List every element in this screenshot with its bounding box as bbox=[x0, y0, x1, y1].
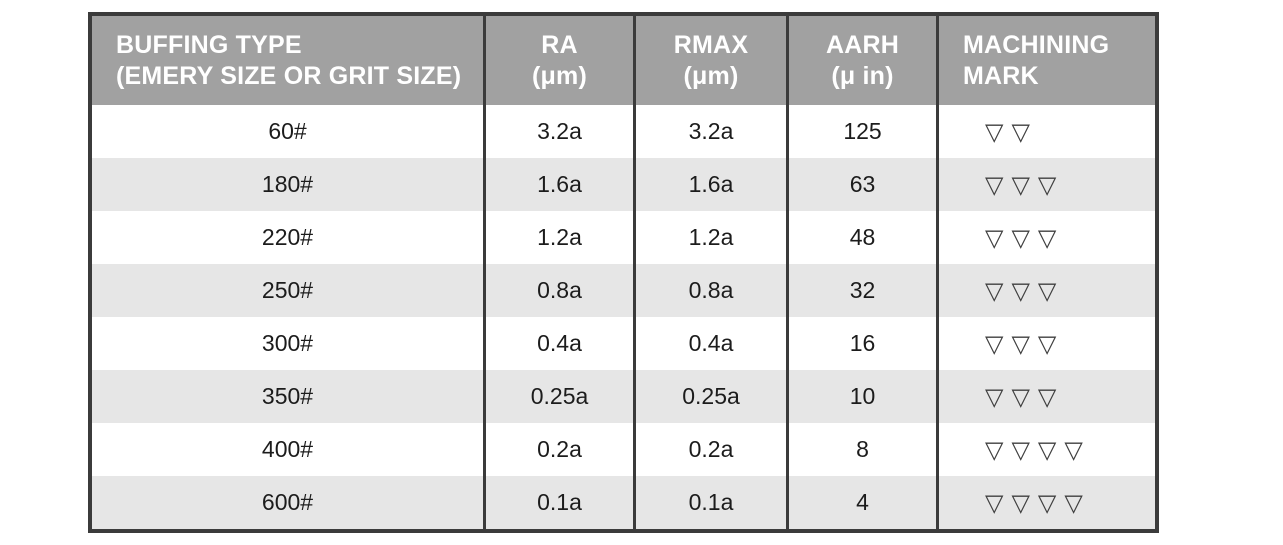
rmax-cell: 3.2a bbox=[633, 105, 786, 158]
machining-mark-triangles: ▽▽ bbox=[985, 117, 1038, 146]
ra-cell: 3.2a bbox=[483, 105, 633, 158]
rmax-value: 0.2a bbox=[688, 436, 734, 462]
machining-mark-triangles: ▽▽▽▽ bbox=[985, 488, 1091, 517]
aarh-cell: 8 bbox=[786, 423, 936, 476]
column-header-aarh: AARH (μ in) bbox=[786, 16, 936, 105]
ra-value: 3.2a bbox=[537, 118, 582, 144]
rmax-cell: 0.1a bbox=[633, 476, 786, 529]
rmax-value: 0.25a bbox=[682, 383, 740, 409]
header-line: (μm) bbox=[683, 61, 739, 90]
machining-mark-cell: ▽▽ bbox=[936, 105, 1155, 158]
buffing-type-value: 600# bbox=[261, 489, 314, 515]
ra-value: 0.2a bbox=[537, 436, 582, 462]
aarh-value: 32 bbox=[849, 277, 876, 303]
column-header-machining-mark: MACHINING MARK bbox=[936, 16, 1155, 105]
aarh-value: 48 bbox=[849, 224, 876, 250]
header-line: RA bbox=[541, 30, 578, 59]
column-header-ra: RA (μm) bbox=[483, 16, 633, 105]
machining-mark-triangles: ▽▽▽▽ bbox=[985, 435, 1091, 464]
rmax-value: 1.6a bbox=[688, 171, 734, 197]
rmax-cell: 0.8a bbox=[633, 264, 786, 317]
aarh-value: 8 bbox=[856, 436, 869, 462]
ra-cell: 0.8a bbox=[483, 264, 633, 317]
buffing-type-value: 300# bbox=[261, 330, 314, 356]
ra-cell: 0.4a bbox=[483, 317, 633, 370]
aarh-cell: 125 bbox=[786, 105, 936, 158]
aarh-value: 63 bbox=[849, 171, 876, 197]
machining-mark-triangles: ▽▽▽ bbox=[985, 223, 1065, 252]
machining-mark-triangles: ▽▽▽ bbox=[985, 170, 1065, 199]
machining-mark-cell: ▽▽▽ bbox=[936, 264, 1155, 317]
rmax-cell: 1.6a bbox=[633, 158, 786, 211]
buffing-type-value: 400# bbox=[261, 436, 314, 462]
header-line: MACHINING bbox=[963, 30, 1110, 59]
buffing-type-cell: 300# bbox=[92, 317, 483, 370]
rmax-cell: 0.4a bbox=[633, 317, 786, 370]
machining-mark-triangles: ▽▽▽ bbox=[985, 276, 1065, 305]
machining-mark-cell: ▽▽▽▽ bbox=[936, 423, 1155, 476]
buffing-type-cell: 60# bbox=[92, 105, 483, 158]
rmax-value: 0.8a bbox=[688, 277, 734, 303]
rmax-value: 0.1a bbox=[688, 489, 734, 515]
header-line: (μ in) bbox=[831, 61, 894, 90]
ra-cell: 1.2a bbox=[483, 211, 633, 264]
aarh-cell: 63 bbox=[786, 158, 936, 211]
machining-mark-triangles: ▽▽▽ bbox=[985, 329, 1065, 358]
machining-mark-cell: ▽▽▽ bbox=[936, 158, 1155, 211]
buffing-type-cell: 220# bbox=[92, 211, 483, 264]
ra-value: 0.25a bbox=[530, 383, 589, 409]
ra-value: 0.1a bbox=[537, 489, 582, 515]
buffing-type-cell: 600# bbox=[92, 476, 483, 529]
table-grid: BUFFING TYPE (EMERY SIZE OR GRIT SIZE) R… bbox=[92, 16, 1155, 529]
buffing-type-cell: 350# bbox=[92, 370, 483, 423]
buffing-roughness-table: BUFFING TYPE (EMERY SIZE OR GRIT SIZE) R… bbox=[88, 12, 1159, 533]
buffing-type-cell: 250# bbox=[92, 264, 483, 317]
column-header-buffing-type: BUFFING TYPE (EMERY SIZE OR GRIT SIZE) bbox=[92, 16, 483, 105]
header-line: RMAX bbox=[673, 30, 749, 59]
buffing-type-cell: 400# bbox=[92, 423, 483, 476]
machining-mark-cell: ▽▽▽ bbox=[936, 317, 1155, 370]
machining-mark-cell: ▽▽▽ bbox=[936, 211, 1155, 264]
ra-value: 0.4a bbox=[537, 330, 582, 356]
aarh-value: 4 bbox=[856, 489, 869, 515]
header-line: BUFFING TYPE bbox=[116, 30, 302, 59]
rmax-value: 3.2a bbox=[688, 118, 734, 144]
header-line: AARH bbox=[825, 30, 900, 59]
buffing-type-value: 220# bbox=[261, 224, 314, 250]
aarh-value: 10 bbox=[849, 383, 876, 409]
aarh-cell: 4 bbox=[786, 476, 936, 529]
ra-value: 1.6a bbox=[537, 171, 582, 197]
aarh-cell: 16 bbox=[786, 317, 936, 370]
machining-mark-triangles: ▽▽▽ bbox=[985, 382, 1065, 411]
machining-mark-cell: ▽▽▽▽ bbox=[936, 476, 1155, 529]
buffing-type-cell: 180# bbox=[92, 158, 483, 211]
aarh-cell: 48 bbox=[786, 211, 936, 264]
aarh-value: 125 bbox=[843, 118, 882, 144]
ra-cell: 0.1a bbox=[483, 476, 633, 529]
aarh-value: 16 bbox=[849, 330, 876, 356]
ra-cell: 1.6a bbox=[483, 158, 633, 211]
ra-value: 0.8a bbox=[537, 277, 582, 303]
ra-cell: 0.2a bbox=[483, 423, 633, 476]
buffing-type-value: 60# bbox=[268, 118, 307, 144]
column-header-rmax: RMAX (μm) bbox=[633, 16, 786, 105]
rmax-value: 0.4a bbox=[688, 330, 734, 356]
aarh-cell: 32 bbox=[786, 264, 936, 317]
rmax-cell: 0.25a bbox=[633, 370, 786, 423]
header-line: (EMERY SIZE OR GRIT SIZE) bbox=[116, 61, 462, 90]
rmax-cell: 1.2a bbox=[633, 211, 786, 264]
rmax-value: 1.2a bbox=[688, 224, 734, 250]
ra-cell: 0.25a bbox=[483, 370, 633, 423]
aarh-cell: 10 bbox=[786, 370, 936, 423]
machining-mark-cell: ▽▽▽ bbox=[936, 370, 1155, 423]
buffing-type-value: 250# bbox=[261, 277, 314, 303]
buffing-type-value: 350# bbox=[261, 383, 314, 409]
rmax-cell: 0.2a bbox=[633, 423, 786, 476]
header-line: (μm) bbox=[532, 61, 587, 90]
ra-value: 1.2a bbox=[537, 224, 582, 250]
buffing-type-value: 180# bbox=[261, 171, 314, 197]
header-line: MARK bbox=[963, 61, 1039, 90]
